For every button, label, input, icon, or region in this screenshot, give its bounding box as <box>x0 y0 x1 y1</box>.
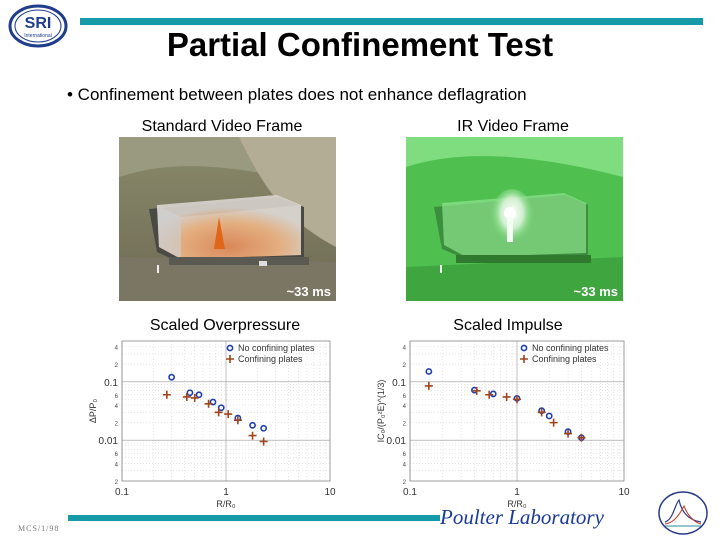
overpressure-plot-title: Scaled Overpressure <box>149 317 301 334</box>
data-point-plus <box>424 381 433 390</box>
data-point-plus <box>190 393 199 402</box>
data-point-circle <box>425 368 433 375</box>
y-minor-tick-label: 2 <box>403 422 407 428</box>
bottom-accent-bar <box>68 515 440 521</box>
data-point-plus <box>248 431 257 440</box>
logo-subtext: International <box>24 33 52 39</box>
impulse-chart: 2 4 6 2 4 6 2 4 0.1 0.01 0.1 1 10 R/R₀ IC₀/(P₀²E)^(1/3… <box>362 333 634 513</box>
plot-frame <box>121 340 331 482</box>
overpressure-chart: 2 4 6 2 4 6 2 4 0.1 0.01 0.1 1 10 R/R₀ ΔP/P₀ No confini… <box>78 333 340 513</box>
data-point-circle <box>489 390 497 398</box>
x-tick-label: 0.1 <box>403 487 417 498</box>
data-point-plus <box>549 418 558 427</box>
data-point-circle <box>217 404 225 412</box>
y-tick-label: 0.1 <box>104 378 118 389</box>
y-minor-tick-label: 2 <box>115 363 119 369</box>
data-point-circle <box>545 412 553 420</box>
slide-title: Partial Confinement Test <box>166 26 554 63</box>
bullet-point: • Confinement between plates does not en… <box>67 85 527 104</box>
legend-label: Confining plates <box>532 354 597 364</box>
y-minor-tick-label: 4 <box>403 404 407 410</box>
series-plus <box>162 390 268 446</box>
series-circle <box>168 373 268 432</box>
series-circle <box>425 368 585 442</box>
y-minor-tick-label: 2 <box>403 363 407 369</box>
x-tick-label: 0.1 <box>115 487 129 498</box>
legend-label: No confining plates <box>238 343 315 353</box>
standard-frame-time: ~33 ms <box>287 284 331 299</box>
data-point-plus <box>233 416 242 425</box>
plot-frame <box>409 340 625 482</box>
chart-grid <box>409 340 624 482</box>
standard-video-caption: Standard Video Frame <box>141 118 303 135</box>
y-minor-tick-label: 6 <box>403 394 407 400</box>
poulter-lab-logo <box>657 490 709 536</box>
y-minor-tick-label: 2 <box>403 480 407 486</box>
y-tick-label: 0.1 <box>392 378 406 389</box>
legend-marker-plus <box>226 355 234 363</box>
y-tick-label: 0.01 <box>99 436 119 447</box>
data-point-plus <box>472 386 481 395</box>
x-tick-label: 10 <box>324 487 336 498</box>
y-axis-label: IC₀/(P₀²E)^(1/3) <box>376 380 386 443</box>
data-point-circle <box>195 391 203 399</box>
data-point-plus <box>513 395 521 404</box>
standard-video-frame: ~33 ms <box>119 137 336 301</box>
data-point-circle <box>260 424 268 432</box>
series-plus <box>424 381 586 442</box>
y-minor-tick-label: 4 <box>403 462 407 468</box>
data-point-plus <box>502 392 511 401</box>
y-minor-tick-label: 4 <box>115 346 119 352</box>
y-minor-tick-label: 4 <box>115 404 119 410</box>
y-minor-tick-label: 4 <box>403 346 407 352</box>
lab-name: Poulter Laboratory <box>440 505 604 529</box>
footer-code: MCS/1/98 <box>18 524 60 533</box>
data-point-plus <box>577 433 586 442</box>
y-minor-tick-label: 6 <box>115 394 119 400</box>
data-point-plus <box>204 399 213 408</box>
legend-marker-circle <box>226 344 234 352</box>
x-axis-label: R/R₀ <box>216 499 235 509</box>
y-minor-tick-label: 2 <box>115 480 119 486</box>
y-minor-tick-label: 6 <box>115 452 119 458</box>
y-tick-label: 0.01 <box>387 436 407 447</box>
impulse-plot-title: Scaled Impulse <box>453 317 563 334</box>
data-point-plus <box>182 392 191 401</box>
data-point-circle <box>249 421 256 429</box>
legend-label: Confining plates <box>238 354 303 364</box>
ir-video-frame: ~33 ms <box>406 137 623 301</box>
y-minor-tick-label: 2 <box>115 422 119 428</box>
legend-marker-circle <box>520 344 528 352</box>
data-point-circle <box>168 373 176 381</box>
ir-frame-time: ~33 ms <box>574 284 618 299</box>
top-accent-bar <box>80 18 703 25</box>
logo-text: SRI <box>25 15 52 32</box>
y-minor-tick-label: 6 <box>403 452 407 458</box>
data-point-plus <box>564 429 573 438</box>
ir-video-caption: IR Video Frame <box>457 118 569 135</box>
data-point-plus <box>224 410 233 419</box>
x-tick-label: 10 <box>618 487 630 498</box>
x-tick-label: 1 <box>223 487 229 498</box>
data-point-plus <box>162 390 171 399</box>
data-point-plus <box>214 408 223 417</box>
data-point-circle <box>186 389 194 397</box>
sri-logo: SRI International <box>8 4 68 48</box>
y-axis-label: ΔP/P₀ <box>88 399 98 424</box>
data-point-plus <box>485 390 494 399</box>
legend-label: No confining plates <box>532 343 609 353</box>
data-point-plus <box>259 437 268 446</box>
legend-marker-plus <box>520 355 528 363</box>
y-minor-tick-label: 4 <box>115 462 119 468</box>
x-tick-label: 1 <box>514 487 520 498</box>
data-point-circle <box>209 398 217 406</box>
data-point-plus <box>537 408 546 417</box>
x-axis-label: R/R₀ <box>507 499 526 509</box>
